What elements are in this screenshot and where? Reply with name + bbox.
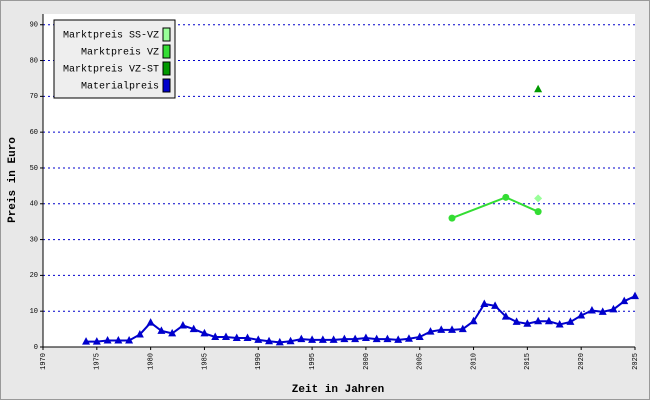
point xyxy=(609,304,618,313)
point xyxy=(243,333,252,342)
x-tick-label: 1970 xyxy=(40,353,48,370)
point xyxy=(92,337,101,345)
legend-swatch xyxy=(162,61,171,76)
point xyxy=(254,335,263,343)
legend-swatch xyxy=(162,44,171,59)
point xyxy=(318,335,327,343)
x-tick-label: 1980 xyxy=(147,353,155,370)
point xyxy=(329,335,338,343)
legend-label: Marktpreis VZ xyxy=(81,47,159,59)
point xyxy=(275,337,284,346)
x-tick-label: 2020 xyxy=(578,353,586,370)
point xyxy=(361,333,370,342)
point xyxy=(221,332,230,340)
point xyxy=(426,327,435,335)
x-tick-label: 1975 xyxy=(94,353,102,370)
point xyxy=(437,325,446,333)
y-tick-label: 30 xyxy=(30,236,38,244)
point xyxy=(114,336,123,344)
point xyxy=(480,299,489,308)
x-tick-label: 2010 xyxy=(470,353,478,370)
point xyxy=(458,324,467,333)
point xyxy=(523,319,532,327)
point xyxy=(308,335,317,343)
point xyxy=(534,194,543,203)
point xyxy=(383,334,392,343)
point xyxy=(534,84,543,93)
legend-swatch xyxy=(162,27,171,42)
point xyxy=(372,334,381,343)
x-tick-label: 1985 xyxy=(201,353,209,370)
y-tick-label: 10 xyxy=(30,308,38,316)
point xyxy=(501,312,510,320)
point xyxy=(534,208,542,216)
legend-label: Marktpreis VZ-ST xyxy=(63,64,159,76)
point xyxy=(502,193,510,201)
y-tick-label: 50 xyxy=(30,165,38,173)
point xyxy=(512,317,521,325)
x-tick-label: 2025 xyxy=(632,353,640,370)
point xyxy=(157,326,166,334)
point xyxy=(587,305,596,314)
point xyxy=(404,334,413,342)
y-tick-label: 20 xyxy=(30,272,38,280)
point xyxy=(211,332,220,340)
point xyxy=(566,317,575,325)
point xyxy=(491,301,500,309)
point xyxy=(415,332,424,340)
y-tick-label: 60 xyxy=(30,129,38,137)
y-tick-label: 0 xyxy=(34,344,38,352)
point xyxy=(577,310,586,319)
point xyxy=(146,318,155,326)
point xyxy=(82,337,91,345)
point xyxy=(448,325,457,333)
point xyxy=(125,336,134,344)
point xyxy=(297,334,306,343)
legend-label: Materialpreis xyxy=(81,81,159,93)
legend-label: Marktpreis SS-VZ xyxy=(63,30,159,42)
point xyxy=(544,316,553,325)
point xyxy=(534,316,543,325)
point xyxy=(555,319,564,328)
x-tick-label: 1995 xyxy=(309,353,317,370)
point xyxy=(103,336,112,344)
point xyxy=(178,321,187,329)
y-tick-label: 70 xyxy=(30,93,38,101)
series-line xyxy=(86,295,636,344)
y-axis-label: Preis in Euro xyxy=(7,137,19,223)
point xyxy=(631,291,639,300)
x-tick-label: 2015 xyxy=(524,353,532,370)
point xyxy=(232,333,241,342)
point xyxy=(200,328,209,337)
legend-swatch xyxy=(162,78,171,93)
point xyxy=(351,334,360,343)
point xyxy=(620,296,629,305)
x-axis-label: Zeit in Jahren xyxy=(292,384,384,396)
point xyxy=(135,329,144,338)
x-tick-label: 2005 xyxy=(417,353,425,370)
point xyxy=(394,335,403,343)
point xyxy=(286,336,295,345)
point xyxy=(448,214,456,222)
y-tick-label: 80 xyxy=(30,57,38,65)
y-tick-label: 40 xyxy=(30,201,38,209)
y-tick-label: 90 xyxy=(30,22,38,30)
point xyxy=(469,316,478,325)
point xyxy=(265,336,274,345)
point xyxy=(189,324,198,333)
x-tick-label: 1990 xyxy=(255,353,263,370)
x-tick-label: 2000 xyxy=(363,353,371,370)
legend-box xyxy=(53,19,176,99)
point xyxy=(168,328,177,337)
point xyxy=(340,334,349,343)
point xyxy=(598,307,607,315)
